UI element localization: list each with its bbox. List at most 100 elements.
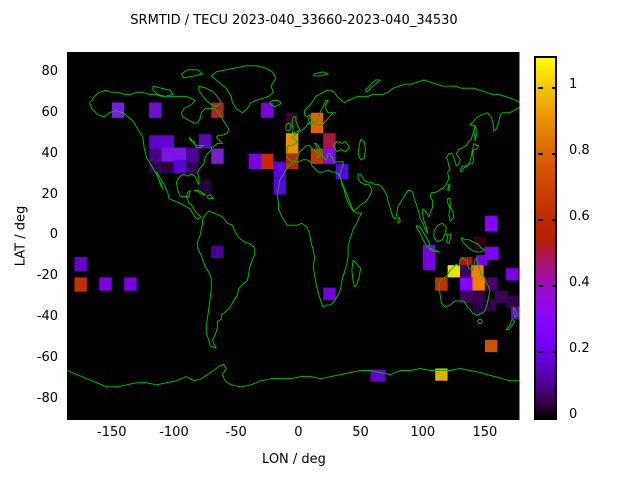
x-tick-label: -50	[225, 425, 247, 440]
heatmap-cell	[74, 256, 87, 272]
heatmap-cell	[460, 277, 473, 291]
heatmap-cell	[198, 134, 212, 149]
heatmap-cell	[506, 295, 519, 309]
coastline-path	[446, 233, 451, 243]
coastline-path	[514, 307, 518, 317]
heatmap-cell	[484, 298, 497, 312]
coastline-path	[434, 223, 446, 241]
x-tick-label: 150	[472, 425, 498, 440]
coastline-path	[181, 70, 202, 78]
heatmap-cell	[173, 147, 187, 162]
heatmap-cell	[149, 102, 162, 118]
heatmap-cell	[74, 277, 87, 292]
colorbar-tick-label: 0.4	[569, 275, 590, 290]
heatmap-cell	[484, 246, 499, 261]
coastline-path	[153, 86, 173, 96]
heatmap-cell	[484, 339, 498, 353]
colorbar-tick	[552, 285, 557, 287]
heatmap-cell	[273, 178, 286, 195]
coastline-path	[313, 72, 328, 76]
colorbar-tick	[538, 351, 543, 353]
y-tick-label: 20	[41, 186, 58, 202]
heatmap-cell	[285, 133, 299, 154]
heatmap-cell	[447, 265, 461, 278]
coastline-path	[439, 258, 490, 315]
colorbar-tick	[552, 351, 557, 353]
colorbar-tick-label: 0.6	[569, 209, 590, 224]
heatmap-cell	[211, 245, 224, 258]
chart-title: SRMTID / TECU 2023-040_33660-2023-040_34…	[130, 13, 458, 28]
heatmap-cell	[472, 277, 485, 291]
coastline-path	[287, 80, 521, 233]
heatmap-cell	[198, 180, 212, 195]
colorbar-tick	[552, 87, 557, 89]
y-tick-label: 0	[49, 227, 58, 243]
heatmap-cell	[484, 216, 498, 232]
heatmap-cell	[111, 102, 125, 118]
colorbar	[534, 56, 557, 420]
heatmap-cell	[460, 265, 473, 278]
coastline-path	[199, 86, 221, 106]
heatmap-cell	[161, 161, 174, 174]
colorbar-tick-label: 0.2	[569, 341, 590, 356]
y-tick-label: -60	[36, 350, 58, 366]
heatmap-cell	[186, 161, 199, 175]
x-axis-label: LON / deg	[262, 452, 326, 467]
heatmap-cell	[422, 244, 436, 257]
coastline-path	[358, 139, 365, 159]
heatmap-cell	[473, 236, 487, 250]
coastline-path	[67, 364, 521, 387]
map-plot-area	[67, 52, 521, 420]
coastline-path	[460, 143, 479, 172]
coastline-path	[474, 125, 476, 141]
x-tick-label: 50	[352, 425, 369, 440]
coastline-path	[398, 217, 400, 223]
x-tick-label: -150	[97, 425, 127, 440]
coastline-path	[198, 211, 255, 348]
heatmap-cell	[248, 153, 262, 170]
heatmap-cell	[435, 277, 448, 291]
colorbar-tick-label: 0.8	[569, 143, 590, 158]
colorbar-tick	[552, 153, 557, 155]
heatmap-cell	[273, 161, 286, 179]
coastline-path	[211, 66, 276, 113]
heatmap-cell	[323, 133, 336, 148]
heatmap-cell	[310, 112, 324, 134]
colorbar-tick	[538, 153, 543, 155]
y-tick-label: -80	[36, 391, 58, 407]
heatmap-cell	[472, 302, 485, 316]
heatmap-cell	[211, 148, 224, 164]
coastline-path	[277, 160, 362, 307]
colorbar-tick	[552, 219, 557, 221]
heatmap-cell	[422, 256, 436, 271]
coastline-path	[448, 184, 450, 190]
heatmap-cell	[435, 368, 448, 381]
coastline-path	[461, 238, 485, 252]
world-heatmap-svg	[67, 52, 521, 420]
heatmap-cell	[124, 277, 137, 291]
heatmap-cell	[161, 147, 174, 162]
y-tick-label: 60	[41, 104, 58, 120]
colorbar-tick-label: 0	[569, 407, 578, 422]
heatmap-cell	[484, 277, 498, 291]
coastline-path	[417, 225, 431, 248]
heatmap-cell	[261, 153, 274, 170]
colorbar-tick	[538, 87, 543, 89]
heatmap-cell	[506, 268, 519, 281]
coastline-path	[189, 137, 204, 147]
coastline-path	[366, 80, 381, 92]
x-tick-label: 0	[294, 425, 303, 440]
y-tick-label: 80	[41, 63, 58, 79]
y-tick-label: -40	[36, 309, 58, 325]
heatmap-cell	[149, 135, 162, 149]
coastline-path	[270, 100, 281, 106]
heatmap-cell	[471, 265, 484, 278]
heatmap-cell	[476, 254, 488, 266]
coastline-path	[286, 123, 291, 131]
coastline-path	[333, 141, 349, 151]
x-tick-label: -100	[159, 425, 189, 440]
coastline-path	[429, 248, 440, 252]
colorbar-tick	[538, 415, 543, 417]
heatmap-cell	[323, 287, 336, 300]
